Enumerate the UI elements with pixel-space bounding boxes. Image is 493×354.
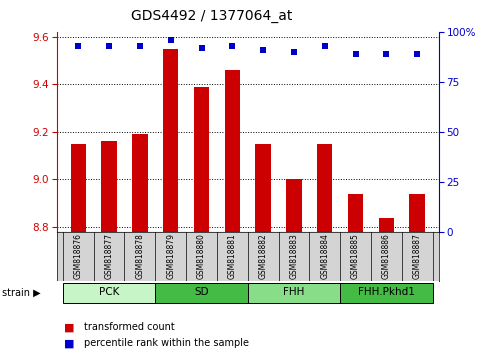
Text: GSM818877: GSM818877 bbox=[105, 233, 113, 279]
Text: GSM818883: GSM818883 bbox=[289, 233, 298, 279]
Bar bbox=[63, 282, 155, 303]
Text: GDS4492 / 1377064_at: GDS4492 / 1377064_at bbox=[131, 9, 293, 23]
Bar bbox=[225, 70, 240, 232]
Text: ■: ■ bbox=[64, 338, 74, 348]
Point bbox=[352, 51, 359, 57]
Text: percentile rank within the sample: percentile rank within the sample bbox=[84, 338, 249, 348]
Bar bbox=[102, 141, 117, 232]
Text: strain ▶: strain ▶ bbox=[2, 288, 41, 298]
Point bbox=[167, 37, 175, 43]
Point bbox=[383, 51, 390, 57]
Text: GSM818887: GSM818887 bbox=[413, 233, 422, 279]
Bar bbox=[163, 48, 178, 232]
Text: GSM818885: GSM818885 bbox=[351, 233, 360, 279]
Bar bbox=[155, 282, 248, 303]
Point bbox=[136, 43, 144, 49]
Bar bbox=[340, 282, 433, 303]
Text: GSM818886: GSM818886 bbox=[382, 233, 391, 279]
Text: GSM818879: GSM818879 bbox=[166, 233, 175, 279]
Text: transformed count: transformed count bbox=[84, 322, 175, 332]
Point bbox=[259, 47, 267, 53]
Text: PCK: PCK bbox=[99, 287, 119, 297]
Point bbox=[105, 43, 113, 49]
Text: GSM818878: GSM818878 bbox=[136, 233, 144, 279]
Bar bbox=[379, 218, 394, 232]
Bar bbox=[410, 194, 425, 232]
Point bbox=[321, 43, 329, 49]
Text: GSM818881: GSM818881 bbox=[228, 233, 237, 279]
Bar bbox=[286, 179, 302, 232]
Text: ■: ■ bbox=[64, 322, 74, 332]
Text: GSM818882: GSM818882 bbox=[259, 233, 268, 279]
Bar bbox=[248, 282, 340, 303]
Bar bbox=[317, 144, 332, 232]
Bar bbox=[348, 194, 363, 232]
Point bbox=[198, 45, 206, 51]
Text: FHH: FHH bbox=[283, 287, 305, 297]
Text: FHH.Pkhd1: FHH.Pkhd1 bbox=[358, 287, 415, 297]
Text: SD: SD bbox=[194, 287, 209, 297]
Bar bbox=[70, 144, 86, 232]
Bar bbox=[255, 144, 271, 232]
Point bbox=[74, 43, 82, 49]
Point bbox=[413, 51, 421, 57]
Text: GSM818876: GSM818876 bbox=[74, 233, 83, 279]
Point bbox=[290, 49, 298, 55]
Bar bbox=[194, 87, 209, 232]
Text: GSM818880: GSM818880 bbox=[197, 233, 206, 279]
Bar bbox=[132, 134, 147, 232]
Text: GSM818884: GSM818884 bbox=[320, 233, 329, 279]
Point bbox=[228, 43, 236, 49]
